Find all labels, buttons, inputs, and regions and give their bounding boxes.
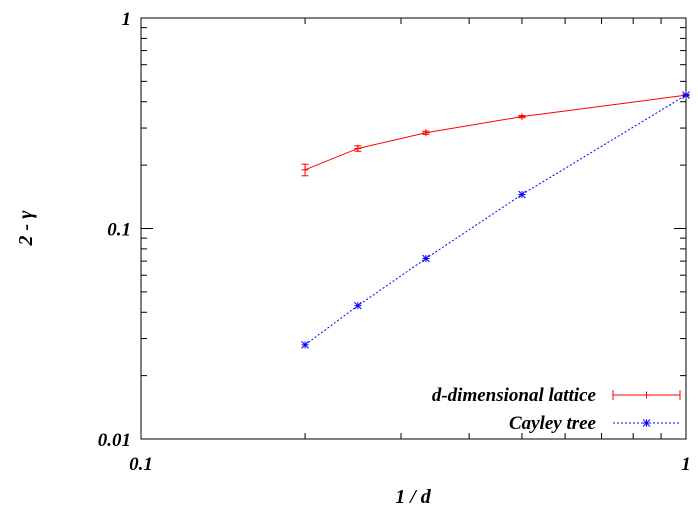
- axes: 0.01 0.1 1 0.1 1: [98, 9, 691, 475]
- marker-stroke: [422, 254, 430, 263]
- legend-label: Cayley tree: [509, 413, 597, 434]
- marker-stroke: [518, 190, 526, 199]
- data-point: [682, 91, 690, 100]
- data-point: [422, 129, 430, 137]
- series-cayley-tree: [301, 91, 690, 349]
- legend-entry: d-dimensional lattice: [432, 385, 681, 406]
- data-point: [518, 113, 526, 121]
- x-tick-label: 1: [681, 454, 691, 475]
- series-d-dimensional-lattice: [301, 91, 690, 177]
- y-axis-label: 2 - γ: [15, 210, 37, 247]
- plot-frame: [140, 17, 687, 440]
- marker-stroke: [682, 91, 690, 100]
- data-point: [301, 166, 309, 174]
- x-axis-label: 1 / d: [395, 486, 432, 508]
- legend-label: d-dimensional lattice: [432, 385, 597, 406]
- legend-marker: [642, 419, 651, 427]
- marker-stroke: [354, 301, 362, 310]
- y-tick-label: 0.01: [98, 430, 131, 451]
- data-point: [354, 301, 362, 310]
- y-tick-label: 0.1: [107, 220, 131, 241]
- series-line: [304, 94, 687, 346]
- y-tick-label: 1: [122, 9, 132, 30]
- series-line: [304, 94, 687, 171]
- data-point: [354, 144, 362, 152]
- marker-stroke: [642, 419, 651, 427]
- series-layer: [301, 91, 690, 349]
- legend: d-dimensional lattice Cayley tree: [432, 385, 681, 434]
- data-point: [422, 254, 430, 263]
- data-point: [301, 341, 309, 349]
- x-tick-label: 0.1: [129, 454, 153, 475]
- legend-entry: Cayley tree: [509, 413, 680, 434]
- data-point: [518, 190, 526, 199]
- marker-stroke: [301, 341, 309, 349]
- legend-marker: [643, 391, 650, 399]
